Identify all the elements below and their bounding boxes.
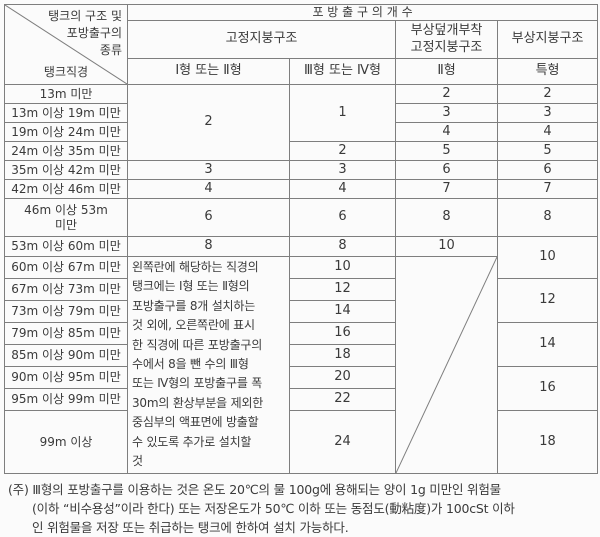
table-row: 53m 이상 60m 미만 8 8 10 10 [4,236,599,279]
count-cell: 6 [289,198,396,237]
special-type-header-cell: 특형 [496,58,599,85]
count-cell: 12 [289,278,396,301]
count-cell: 10 [289,256,396,279]
count-cell: 7 [496,179,599,199]
count-cell: 14 [496,322,599,367]
count-cell: 2 [127,84,290,161]
table-row: 95m 이상 99m 미만 22 [4,388,598,411]
count-cell: 7 [395,179,498,199]
diameter-cell: 90m 이상 95m 미만 [4,366,128,389]
table-row: 79m 이상 85m 미만 16 14 [4,322,599,367]
count-cell: 6 [127,198,290,237]
count-cell: 16 [496,366,599,411]
footnote-line: (주) Ⅲ형의 포방출구를 이용하는 것은 온도 20℃의 물 100g에 용해… [8,482,501,497]
table-row: 13m 이상 19m 미만 3 3 [4,103,599,123]
diameter-cell: 60m 이상 67m 미만 [4,256,128,279]
footnote: (주) Ⅲ형의 포방출구를 이용하는 것은 온도 20℃의 물 100g에 용해… [4,480,597,537]
corner-diameter-label: 탱크직경 [43,65,89,79]
count-cell: 3 [496,103,599,123]
count-cell: 18 [496,410,599,474]
table-row: 46m 이상 53m 미만 6 6 8 8 [4,198,599,237]
count-cell: 2 [496,84,599,104]
table-row: 19m 이상 24m 미만 4 4 [4,122,599,142]
fixed-roof-header-cell: 고정지붕구조 [127,20,396,59]
foam-outlet-count-table: 탱크의 구조 및 포방출구의 종류 탱크직경 포 방 출 구 의 개 수 고정지… [4,4,599,474]
count-cell: 20 [289,366,396,389]
diameter-cell: 24m 이상 35m 미만 [4,141,128,161]
corner-diagonal-line [5,5,127,84]
count-cell: 14 [289,300,396,323]
count-cell: 6 [496,160,599,180]
diameter-cell: 67m 이상 73m 미만 [4,278,128,301]
count-cell: 12 [496,278,599,323]
corner-structure-label: 탱크의 구조 및 포방출구의 종류 [48,9,122,57]
count-cell: 8 [127,236,290,257]
table-row: 67m 이상 73m 미만 12 12 [4,278,599,323]
diameter-cell: 19m 이상 24m 미만 [4,122,128,142]
table-row: 42m 이상 46m 미만 4 4 7 7 [4,179,599,199]
count-cell: 4 [496,122,599,142]
floating-cover-fixed-roof-header-cell: 부상덮개부착 고정지붕구조 [395,20,498,59]
type-1-or-2-header-cell: Ⅰ형 또는 Ⅱ형 [127,58,290,85]
footnote-line: 인 위험물을 저장 또는 취급하는 탱크에 한하여 설치 가능하다. [32,520,349,535]
count-cell: 5 [496,141,599,161]
diameter-cell: 85m 이상 90m 미만 [4,344,128,367]
diameter-cell: 79m 이상 85m 미만 [4,322,128,345]
diameter-cell: 13m 미만 [4,84,128,104]
table-row: 90m 이상 95m 미만 20 16 [4,366,599,411]
diameter-cell: 95m 이상 99m 미만 [4,388,128,411]
table-row: 60m 이상 67m 미만 왼쪽란에 해당하는 직경의 탱크에는 Ⅰ형 또는 Ⅱ… [4,256,598,474]
count-cell: 2 [289,141,396,161]
additional-install-note-cell: 왼쪽란에 해당하는 직경의 탱크에는 Ⅰ형 또는 Ⅱ형의 포방출구를 8개 설치… [127,256,290,474]
type-3-or-4-header-cell: Ⅲ형 또는 Ⅳ형 [289,58,396,85]
table-row: 24m 이상 35m 미만 2 5 5 [4,141,599,161]
count-cell: 3 [395,103,498,123]
count-cell: 5 [395,141,498,161]
count-cell: 24 [289,410,396,474]
count-cell: 4 [127,179,290,199]
diameter-cell: 42m 이상 46m 미만 [4,179,128,199]
not-applicable-diagonal-line [396,257,497,473]
table-row: 13m 미만 2 1 2 2 [4,84,599,161]
count-cell: 8 [289,236,396,257]
not-applicable-cell [395,256,498,474]
count-cell: 6 [395,160,498,180]
count-title-cell: 포 방 출 구 의 개 수 [126,4,599,21]
diameter-cell: 73m 이상 79m 미만 [4,300,128,323]
count-cell: 8 [395,198,498,237]
count-cell: 2 [395,84,498,104]
count-cell: 8 [496,198,599,237]
table-row: 35m 이상 42m 미만 3 3 6 6 [4,160,599,180]
count-cell: 4 [395,122,498,142]
count-cell: 10 [496,236,599,279]
count-cell: 18 [289,344,396,367]
footnote-line: (이하 “비수용성”이라 한다) 또는 저장온도가 50℃ 이하 또는 동점도(… [32,501,515,516]
count-cell: 10 [395,236,498,257]
type-2-header-cell: Ⅱ형 [395,58,498,85]
count-cell: 22 [289,388,396,411]
diameter-cell: 35m 이상 42m 미만 [4,160,128,180]
diameter-cell: 99m 이상 [4,410,128,474]
count-cell: 3 [289,160,396,180]
diameter-cell: 53m 이상 60m 미만 [4,236,128,257]
count-cell: 3 [127,160,290,180]
table-row: 99m 이상 24 18 [4,410,599,474]
count-cell: 1 [289,84,396,142]
diameter-cell: 13m 이상 19m 미만 [4,103,128,123]
diameter-cell: 46m 이상 53m 미만 [4,198,128,237]
count-cell: 16 [289,322,396,345]
corner-cell: 탱크의 구조 및 포방출구의 종류 탱크직경 [4,4,128,85]
floating-roof-header-cell: 부상지붕구조 [496,20,599,59]
count-cell: 4 [289,179,396,199]
